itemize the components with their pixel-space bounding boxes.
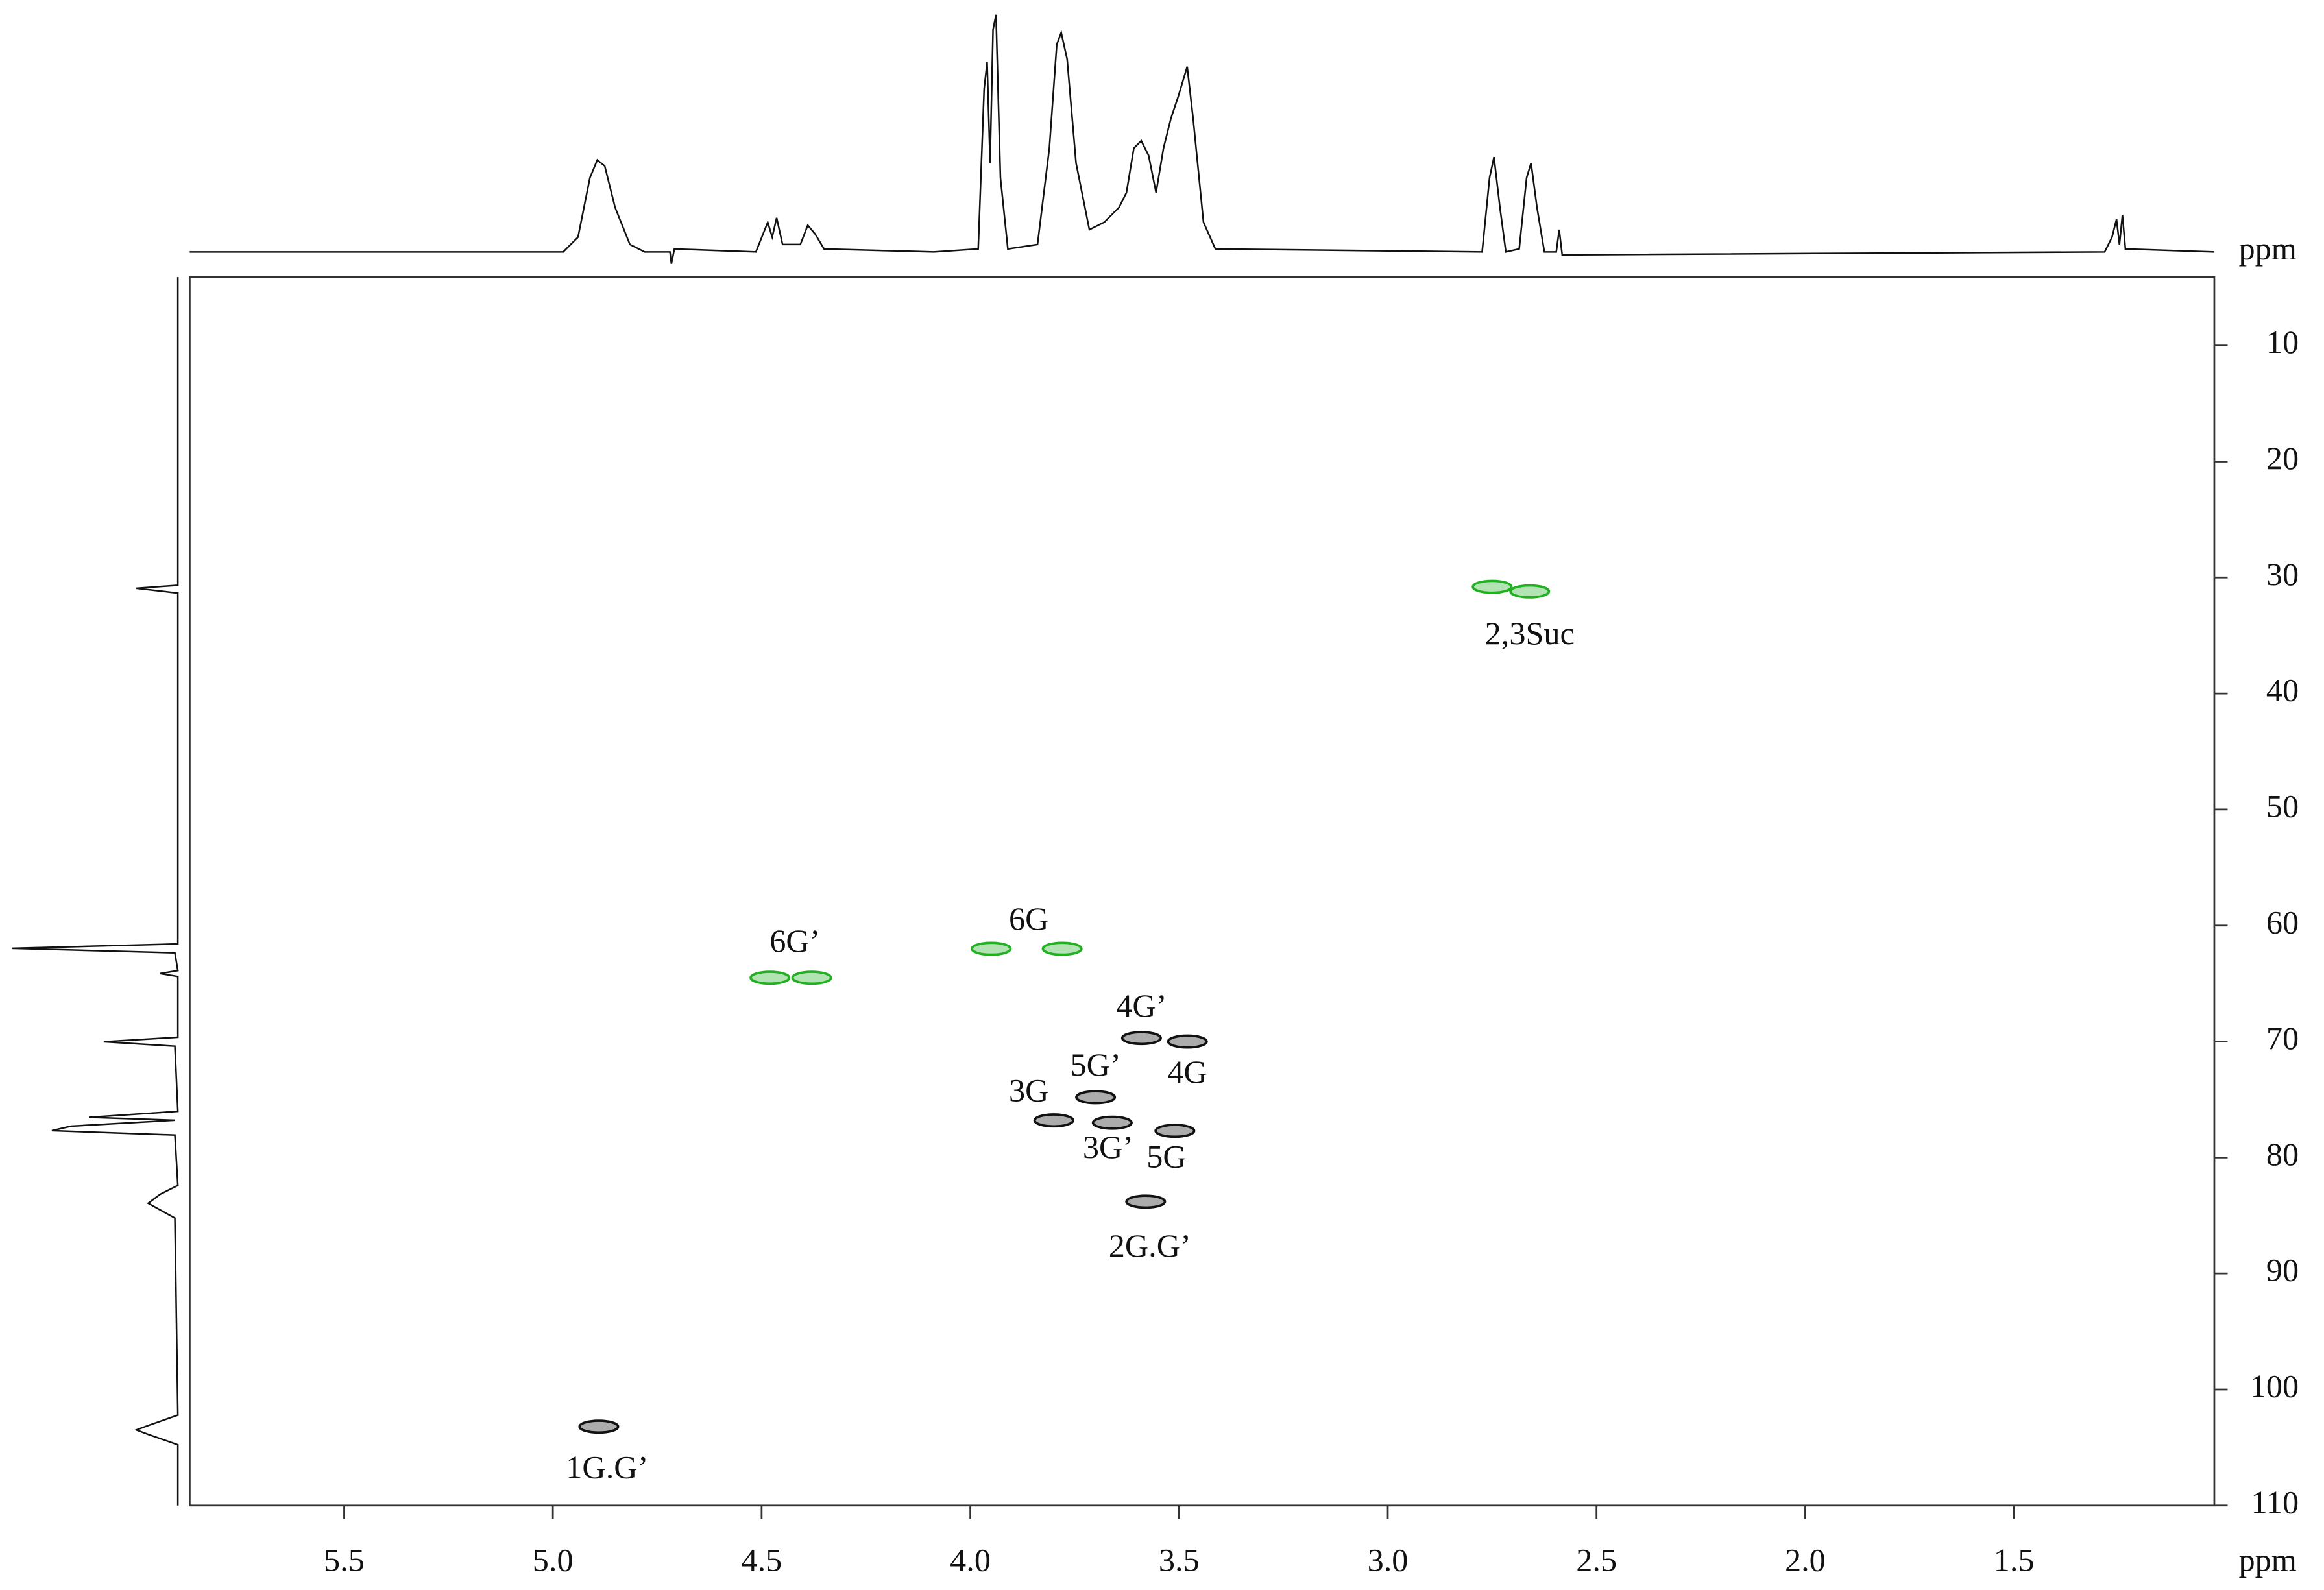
cross-peak — [749, 970, 791, 985]
cross-peak — [1091, 1115, 1133, 1130]
y-tick-label: 110 — [2251, 1484, 2299, 1520]
peak-label: 4G’ — [1116, 987, 1167, 1024]
cross-peak — [1033, 1113, 1074, 1128]
cross-peak — [1120, 1031, 1162, 1046]
x-tick-label: 2.5 — [1576, 1541, 1617, 1578]
cross-peak — [1471, 579, 1513, 594]
x-tick-label: 4.5 — [741, 1541, 782, 1578]
y-tick-label: 50 — [2266, 788, 2299, 824]
peak-label: 3G’ — [1083, 1129, 1133, 1165]
y-tick-label: 70 — [2266, 1020, 2299, 1056]
cross-peak — [1509, 584, 1551, 599]
x-tick-label: 3.5 — [1159, 1541, 1200, 1578]
peak-label: 3G — [1009, 1072, 1048, 1109]
peak-label: 5G’ — [1071, 1046, 1121, 1083]
y-tick-label: 100 — [2250, 1368, 2299, 1404]
peak-label: 6G’ — [769, 922, 820, 959]
peak-label: 2,3Suc — [1485, 615, 1575, 651]
cross-peak — [1041, 941, 1083, 956]
cross-peak — [791, 970, 832, 985]
x-tick-label: 3.0 — [1368, 1541, 1409, 1578]
y-tick-label: 80 — [2266, 1136, 2299, 1172]
plot-frame — [189, 276, 2216, 1507]
cross-peak — [1125, 1194, 1167, 1209]
peak-label: 4G — [1167, 1054, 1207, 1090]
carbon-projection — [12, 277, 179, 1506]
cross-peak — [578, 1419, 620, 1434]
cross-peak — [1154, 1124, 1196, 1138]
x-tick-label: 5.5 — [324, 1541, 365, 1578]
y-tick-label: 10 — [2266, 324, 2299, 360]
y-tick-label: 90 — [2266, 1252, 2299, 1288]
peak-label: 6G — [1009, 900, 1048, 937]
proton-projection — [189, 14, 2214, 264]
x-axis-label: ppm — [2239, 1541, 2297, 1578]
cross-peak — [1167, 1034, 1208, 1049]
cross-peak — [1075, 1090, 1117, 1105]
y-tick-label: 40 — [2266, 672, 2299, 708]
x-tick-label: 1.5 — [1994, 1541, 2035, 1578]
cross-peak — [971, 941, 1012, 956]
peak-label: 5G — [1146, 1138, 1186, 1174]
y-tick-label: 20 — [2266, 440, 2299, 476]
y-tick-label: 60 — [2266, 904, 2299, 940]
peak-label: 1G.G’ — [566, 1449, 648, 1486]
x-tick-label: 5.0 — [533, 1541, 574, 1578]
peak-label: 2G.G’ — [1109, 1227, 1191, 1264]
x-tick-label: 2.0 — [1785, 1541, 1826, 1578]
y-tick-label: 30 — [2266, 556, 2299, 592]
x-tick-label: 4.0 — [950, 1541, 991, 1578]
y-axis-label: ppm — [2239, 230, 2297, 267]
